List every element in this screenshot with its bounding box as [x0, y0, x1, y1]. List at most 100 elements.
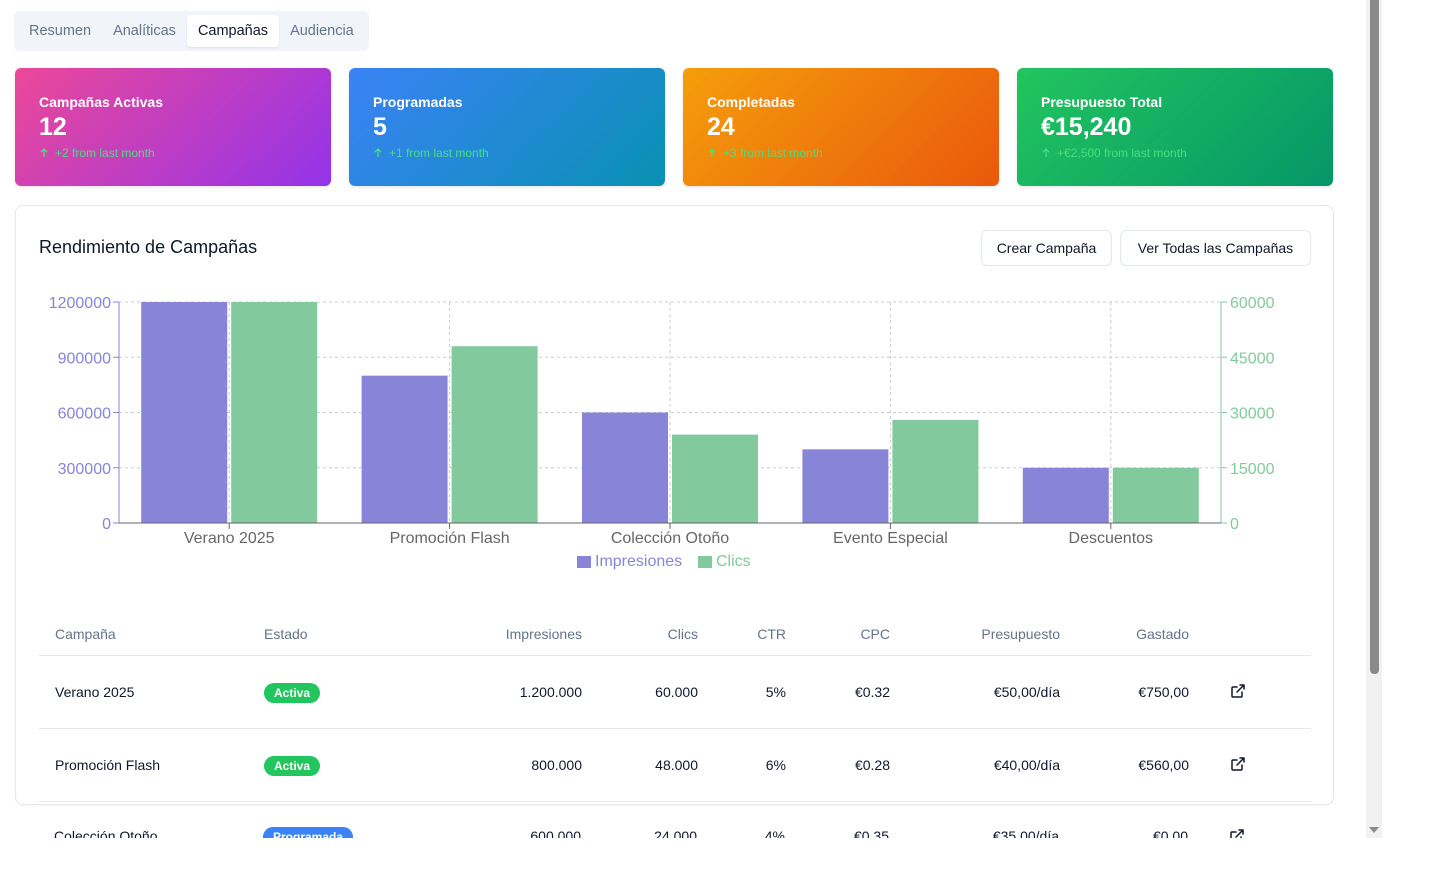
stat-title: Presupuesto Total	[1041, 94, 1163, 110]
cell-ctr: 6%	[765, 757, 786, 773]
stat-title: Programadas	[373, 94, 463, 110]
view-all-campaigns-button[interactable]: Ver Todas las Campañas	[1120, 230, 1311, 266]
tab-analiticas[interactable]: Analíticas	[113, 23, 176, 39]
bar-clics	[672, 434, 758, 523]
stat-value: €15,240	[1041, 113, 1132, 141]
external-link-icon[interactable]	[1229, 828, 1245, 838]
cell-campaign-name: Colección Otoño	[54, 828, 158, 838]
stat-trend-text: +€2,500 from last month	[1057, 146, 1187, 160]
x-tick-label: Descuentos	[1069, 530, 1154, 547]
stat-trend: +€2,500 from last month	[1041, 146, 1309, 160]
stat-trend-text: +3 from last month	[723, 146, 823, 160]
cell-impressions: 800.000	[531, 757, 582, 773]
y-tick-label-left: 0	[102, 516, 111, 533]
create-campaign-button[interactable]: Crear Campaña	[981, 230, 1112, 266]
col-header-impressions: Impresiones	[505, 626, 582, 642]
bar-impresiones	[582, 412, 668, 523]
external-link-icon[interactable]	[1230, 756, 1246, 772]
cell-cpc: €0.32	[854, 684, 890, 700]
status-badge: Programada	[263, 827, 354, 838]
tab-campanas[interactable]: Campañas	[186, 15, 280, 47]
y-tick-label-right: 15000	[1230, 461, 1275, 478]
arrow-up-icon	[40, 148, 48, 157]
stat-title: Completadas	[707, 94, 795, 110]
y-tick-label-left: 900000	[58, 350, 111, 367]
y-tick-label-left: 600000	[58, 406, 111, 423]
stat-title: Campañas Activas	[39, 94, 163, 110]
table-row: Colección Otoño Programada 600.000 24.00…	[38, 826, 1310, 838]
cell-campaign-name: Promoción Flash	[55, 757, 161, 773]
bar-impresiones	[802, 449, 889, 523]
tab-audiencia[interactable]: Audiencia	[290, 23, 354, 39]
stat-card-budget: Presupuesto Total €15,240 +€2,500 from l…	[1017, 68, 1333, 186]
table-row: Promoción Flash Activa 800.000 48.000 6%…	[39, 729, 1311, 802]
x-tick-label: Evento Especial	[833, 530, 948, 547]
tab-list: Resumen Analíticas Campañas Audiencia	[14, 11, 369, 51]
bar-clics	[451, 346, 538, 523]
col-header-budget: Presupuesto	[981, 626, 1060, 642]
arrow-up-icon	[1042, 148, 1050, 157]
y-tick-label-right: 30000	[1230, 406, 1275, 423]
cell-budget: €35,00/día	[992, 828, 1059, 838]
col-header-clicks: Clics	[667, 626, 698, 642]
campaign-performance-chart: 0 300000 600000 900000 1200000 0 15000 30000 450…	[49, 295, 1275, 570]
stat-value: 5	[373, 113, 387, 141]
stat-card-completed: Completadas 24 +3 from last month	[683, 68, 999, 186]
scroll-down-arrow-icon[interactable]	[1369, 826, 1379, 834]
y-tick-label-right: 60000	[1230, 295, 1275, 312]
stat-card-active: Campañas Activas 12 +2 from last month	[15, 68, 331, 186]
arrow-up-icon	[708, 148, 716, 157]
table-row: Verano 2025 Activa 1.200.000 60.000 5% €…	[39, 656, 1311, 729]
cell-cpc: €0.35	[853, 828, 889, 838]
campaign-performance-panel: Rendimiento de Campañas Crear Campaña Ve…	[15, 205, 1334, 805]
col-header-ctr: CTR	[757, 626, 786, 642]
cell-status: Activa	[264, 683, 321, 703]
x-tick-label: Promoción Flash	[390, 530, 510, 547]
stat-card-scheduled: Programadas 5 +1 from last month	[349, 68, 665, 186]
col-header-cpc: CPC	[860, 626, 890, 642]
cell-spent: €750,00	[1138, 684, 1189, 700]
stat-value: 24	[707, 113, 735, 141]
legend-swatch-clics	[698, 556, 712, 568]
bar-impresiones	[141, 302, 228, 523]
stat-value: 12	[39, 113, 67, 141]
y-tick-label-left: 1200000	[49, 295, 111, 312]
cell-spent: €0,00	[1152, 828, 1188, 838]
stat-trend: +1 from last month	[373, 146, 641, 160]
cell-ctr: 5%	[765, 684, 786, 700]
status-badge: Activa	[264, 756, 321, 776]
cell-cpc: €0.28	[854, 757, 890, 773]
stat-trend: +3 from last month	[707, 146, 975, 160]
cell-budget: €50,00/día	[993, 684, 1060, 700]
cell-ctr: 4%	[764, 828, 785, 838]
external-link-icon[interactable]	[1230, 683, 1246, 699]
y-tick-label-right: 45000	[1230, 350, 1275, 367]
bar-impresiones	[361, 375, 448, 523]
bar-impresiones	[1022, 467, 1109, 523]
cell-impressions: 600.000	[530, 828, 581, 838]
cell-status: Programada	[263, 827, 354, 838]
campaign-table: Campaña Estado Impresiones Clics CTR CPC…	[39, 611, 1311, 802]
bar-clics	[892, 419, 979, 523]
x-tick-label: Colección Otoño	[611, 530, 729, 547]
bar-clics	[1112, 467, 1199, 523]
panel-title: Rendimiento de Campañas	[39, 237, 258, 257]
y-tick-label-right: 0	[1230, 516, 1239, 533]
legend-label-impresiones: Impresiones	[595, 553, 682, 570]
legend-swatch-impresiones	[577, 556, 591, 568]
cell-clicks: 24.000	[654, 828, 697, 838]
col-header-campaign: Campaña	[55, 626, 116, 642]
x-tick-label: Verano 2025	[184, 530, 275, 547]
viewport: Resumen Analíticas Campañas Audiencia Ca…	[14, 11, 1334, 838]
cell-clicks: 60.000	[655, 684, 698, 700]
stat-trend: +2 from last month	[39, 146, 307, 160]
scrollbar-thumb[interactable]	[1370, 0, 1379, 674]
tab-resumen[interactable]: Resumen	[29, 23, 92, 39]
stat-trend-text: +2 from last month	[55, 146, 155, 160]
cell-campaign-name: Verano 2025	[55, 684, 135, 700]
col-header-spent: Gastado	[1136, 626, 1189, 642]
cell-clicks: 48.000	[655, 757, 698, 773]
cell-status: Activa	[264, 756, 321, 776]
y-tick-label-left: 300000	[58, 461, 111, 478]
status-badge: Activa	[264, 683, 321, 703]
